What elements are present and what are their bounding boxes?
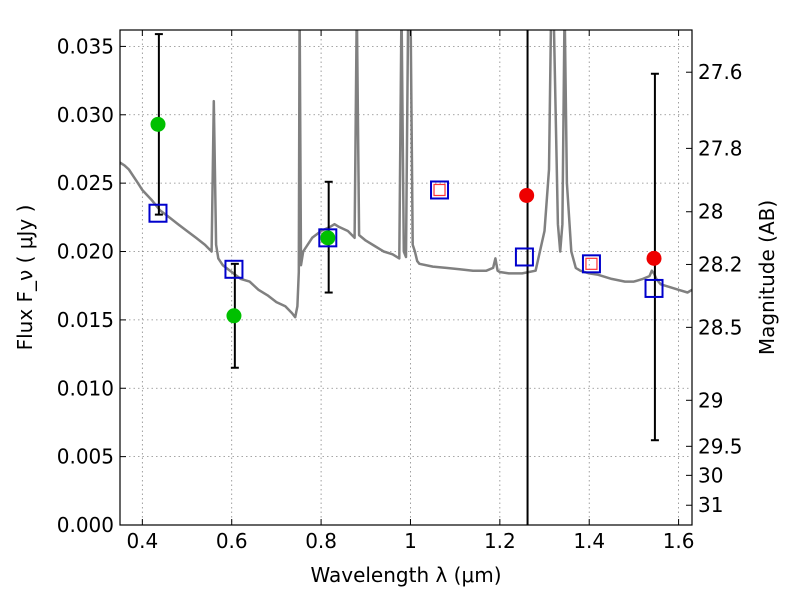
x-tick-label: 1 — [404, 529, 417, 553]
y-tick-label: 0.025 — [57, 171, 114, 195]
x-tick-label: 0.4 — [126, 529, 158, 553]
x-axis-title: Wavelength λ (μm) — [310, 563, 501, 587]
model-square-point — [644, 278, 664, 298]
x-tick-label: 0.8 — [305, 529, 337, 553]
y-axis-title: Flux F_ν ( μJy ) — [13, 205, 37, 351]
y2-tick-label: 30 — [698, 463, 723, 487]
plot-frame — [119, 29, 693, 526]
y-axis: 0.000 0.005 0.010 0.015 0.020 0.025 0.030 0.035 — [57, 34, 126, 537]
model-square-inner — [585, 257, 598, 270]
y2-tick-label: 28.5 — [698, 315, 743, 339]
x-axis: 0.4 0.6 0.8 1 1.2 1.4 1.6 — [126, 30, 695, 553]
y-tick-label: 0.020 — [57, 240, 114, 264]
x-tick-label: 1.4 — [573, 529, 605, 553]
model-square-point — [514, 247, 534, 267]
model-square-point — [148, 203, 168, 223]
y2-tick-label: 29 — [698, 388, 723, 412]
y-tick-label: 0.035 — [57, 34, 114, 58]
y2-tick-label: 28.2 — [698, 252, 743, 276]
green-data-point — [150, 116, 166, 132]
model-square-point — [318, 228, 338, 248]
y2-tick-label: 27.8 — [698, 136, 743, 160]
model-square-inner — [433, 183, 446, 197]
model-square-point — [224, 259, 244, 279]
green-data-point — [226, 308, 242, 324]
y-tick-label: 0.010 — [57, 376, 114, 400]
x-tick-label: 0.6 — [216, 529, 248, 553]
green-data-point — [320, 230, 336, 246]
x-tick-label: 1.6 — [663, 529, 695, 553]
y-tick-label: 0.005 — [57, 445, 114, 469]
y2-axis: 27.6 27.8 28 28.2 28.5 29 29.5 30 31 — [686, 60, 743, 517]
x-tick-label: 1.2 — [484, 529, 516, 553]
y2-tick-label: 27.6 — [698, 60, 743, 84]
red-data-point — [519, 187, 535, 203]
plot-area — [120, 30, 692, 525]
red-data-point — [646, 250, 662, 266]
y2-axis-title: Magnitude (AB) — [755, 200, 779, 355]
model-square-point — [581, 254, 601, 274]
y2-tick-label: 29.5 — [698, 434, 743, 458]
y2-tick-label: 28 — [698, 200, 723, 224]
model-square-point — [430, 180, 450, 200]
y-tick-label: 0.000 — [57, 513, 114, 537]
y2-tick-label: 31 — [698, 493, 723, 517]
y-tick-label: 0.030 — [57, 103, 114, 127]
y-tick-label: 0.015 — [57, 308, 114, 332]
model-spectrum-line — [120, 30, 692, 319]
